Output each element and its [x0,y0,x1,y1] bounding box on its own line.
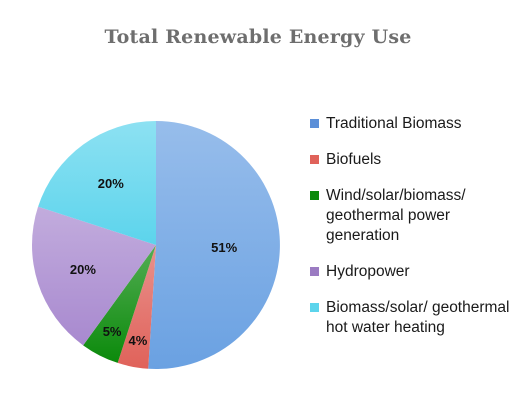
chart-title: Total Renewable Energy Use [104,26,412,48]
pie-slice-3 [83,245,156,363]
legend-item-biofuels: Biofuels [310,150,510,170]
pie-slice-5 [38,121,156,245]
legend-swatch [310,191,319,200]
legend-swatch [310,303,319,312]
legend-label: Biomass/solar/ geothermal hot water heat… [326,299,510,336]
slice-value-label: 51% [211,240,237,255]
legend-label: Wind/solar/biomass/ geothermal power gen… [326,187,466,244]
pie-slice-1 [148,121,280,369]
pie-slice-2 [117,245,156,369]
legend-item-traditional-biomass: Traditional Biomass [310,114,510,134]
slice-value-label: 5% [103,324,122,339]
slice-value-label: 4% [129,333,148,348]
legend-label: Traditional Biomass [326,115,462,132]
legend: Traditional Biomass Biofuels Wind/solar/… [310,114,510,354]
slice-value-label: 20% [98,176,124,191]
legend-swatch [310,267,319,276]
legend-swatch [310,119,319,128]
legend-swatch [310,155,319,164]
pie-slice-4 [31,206,157,346]
slice-value-label: 20% [70,262,96,277]
legend-label: Hydropower [326,263,410,280]
legend-item-hydropower: Hydropower [310,262,510,282]
legend-item-power-generation: Wind/solar/biomass/ geothermal power gen… [310,186,510,246]
legend-label: Biofuels [326,151,382,168]
legend-item-hot-water-heating: Biomass/solar/ geothermal hot water heat… [310,298,510,338]
